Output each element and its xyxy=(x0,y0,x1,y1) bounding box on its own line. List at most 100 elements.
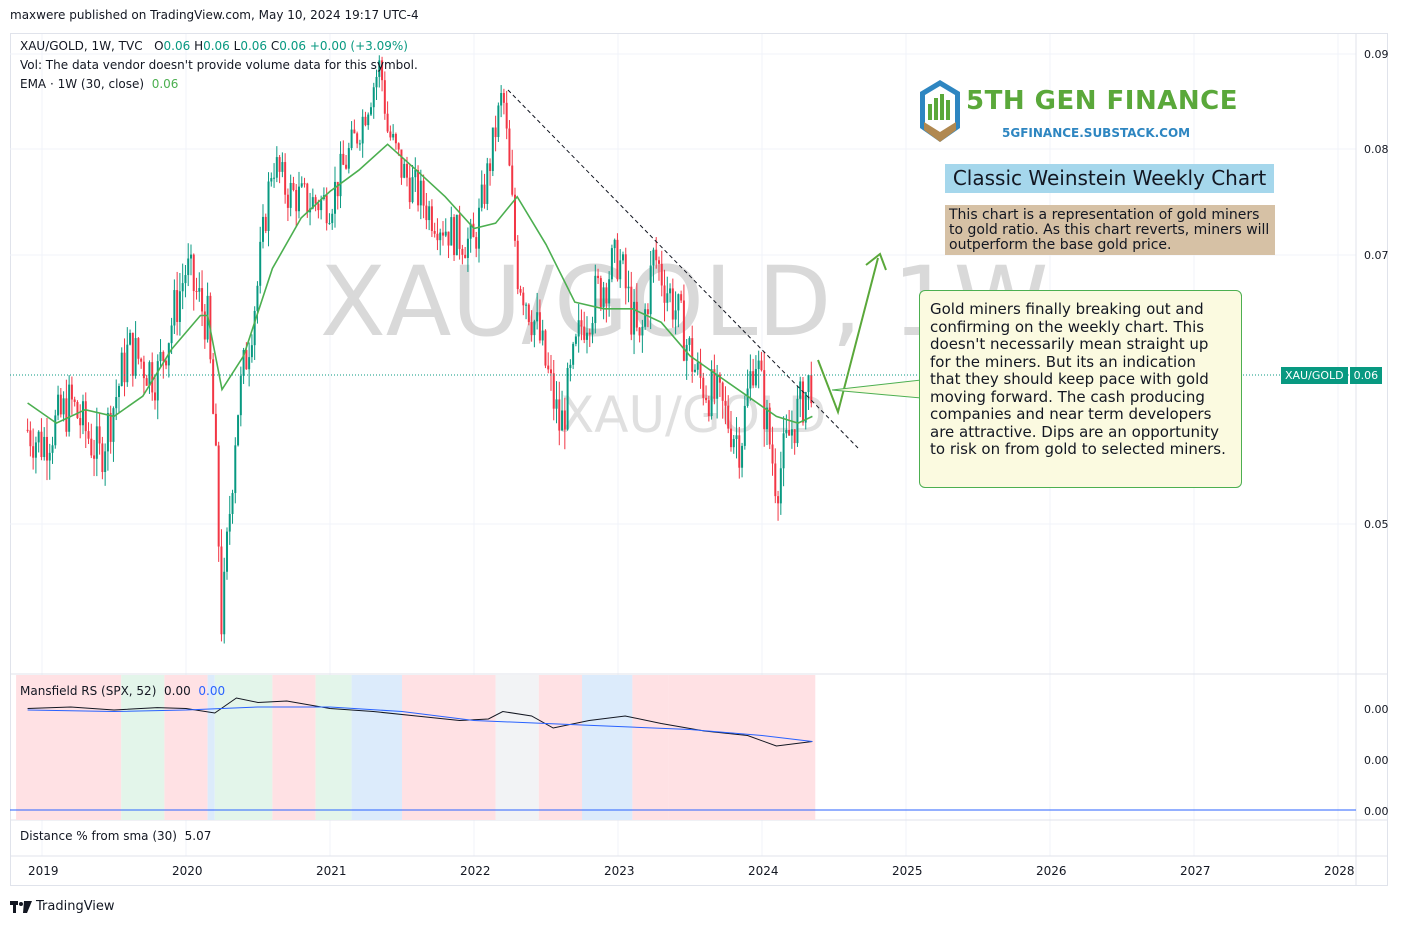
candle-body xyxy=(153,392,156,401)
tradingview-footer[interactable]: TradingView xyxy=(10,899,115,914)
candle-body xyxy=(223,571,226,635)
description-box[interactable]: This chart is a representation of gold m… xyxy=(945,205,1275,255)
candle-body xyxy=(73,399,76,402)
candle-body xyxy=(214,413,217,446)
candle-body xyxy=(754,369,757,386)
candle-body xyxy=(572,343,575,365)
rs-band-1 xyxy=(121,675,165,820)
breakout-arrow-head xyxy=(865,252,887,271)
candle-body xyxy=(729,428,732,448)
candle-body xyxy=(633,301,636,335)
distance-value: 5.07 xyxy=(184,829,212,843)
candle-body xyxy=(347,148,350,169)
candle-body xyxy=(117,385,120,398)
candle-body xyxy=(176,290,179,322)
candle-body xyxy=(585,332,588,340)
candle-body xyxy=(225,531,228,572)
candle-body xyxy=(156,361,159,401)
price-tick-009: 0.09 xyxy=(1364,48,1389,61)
candle-body xyxy=(414,170,417,178)
candle-body xyxy=(369,107,372,115)
candle-body xyxy=(95,426,98,459)
candle-body xyxy=(389,131,392,138)
candle-body xyxy=(392,133,395,138)
candle-body xyxy=(458,214,461,249)
candle-body xyxy=(608,279,611,304)
time-axis: 2019 2020 2021 2022 2023 2024 2025 2026 2027 2028 xyxy=(28,864,1355,878)
legend-open: 0.06 xyxy=(163,39,191,53)
candle-body xyxy=(129,332,132,345)
legend-symbol[interactable]: XAU/GOLD, 1W, TVC xyxy=(20,39,143,53)
candle-body xyxy=(738,435,741,468)
candle-body xyxy=(616,239,619,280)
candle-body xyxy=(552,373,555,409)
candle-body xyxy=(201,288,204,312)
candle-body xyxy=(807,375,810,393)
year-label-2024: 2024 xyxy=(748,864,779,878)
rs-band-7 xyxy=(351,675,402,820)
rs-tick-1: 0.00 xyxy=(1364,703,1389,716)
candle-body xyxy=(261,216,264,242)
candle-body xyxy=(757,360,760,370)
candle-body xyxy=(397,143,400,150)
candle-body xyxy=(621,254,624,261)
candle-body xyxy=(159,351,162,362)
candle-body xyxy=(242,350,245,376)
candle-body xyxy=(505,102,508,129)
badge-value: 0.06 xyxy=(1349,367,1383,384)
candle-body xyxy=(561,410,564,431)
candle-body xyxy=(605,287,608,304)
candle-body xyxy=(718,374,721,383)
ema-legend[interactable]: EMA · 1W (30, close) 0.06 xyxy=(20,77,178,91)
candle-body xyxy=(120,352,123,386)
candle-body xyxy=(602,287,605,308)
candle-body xyxy=(768,407,771,445)
rs-band-10 xyxy=(538,675,582,820)
candle-body xyxy=(785,429,788,434)
candle-body xyxy=(480,184,483,208)
mansfield-rs-ma xyxy=(27,706,813,742)
candle-body xyxy=(705,397,708,401)
candle-body xyxy=(45,436,48,461)
candle-body xyxy=(680,294,683,301)
candle-body xyxy=(286,194,289,208)
candle-body xyxy=(237,415,240,446)
candle-body xyxy=(627,286,630,289)
chart-title-box[interactable]: Classic Weinstein Weekly Chart xyxy=(945,164,1274,193)
candle-body xyxy=(403,163,406,178)
candle-body xyxy=(98,426,101,444)
candle-body xyxy=(173,290,176,326)
publisher-info: maxwere published on TradingView.com, Ma… xyxy=(10,8,419,22)
callout-box[interactable]: Gold miners finally breaking out and con… xyxy=(919,290,1242,488)
candle-body xyxy=(381,60,384,81)
candle-body xyxy=(189,254,192,259)
candle-body xyxy=(447,231,450,246)
rs-band-9 xyxy=(495,675,539,820)
candle-body xyxy=(372,87,375,108)
rs-band-11 xyxy=(582,675,633,820)
candle-body xyxy=(657,260,660,264)
candle-body xyxy=(339,153,342,197)
candle-body xyxy=(577,320,580,337)
candle-body xyxy=(433,231,436,234)
candle-body xyxy=(148,362,151,386)
candle-body xyxy=(646,309,649,315)
candle-body xyxy=(655,249,658,261)
candle-body xyxy=(801,381,804,423)
candle-body xyxy=(741,445,744,468)
mansfield-legend[interactable]: Mansfield RS (SPX, 52) 0.00 0.00 xyxy=(20,684,225,698)
year-label-2026: 2026 xyxy=(1036,864,1067,878)
breakout-arrow[interactable] xyxy=(817,257,879,416)
candle-body xyxy=(37,431,40,443)
candle-body xyxy=(597,275,600,279)
candle-body xyxy=(716,374,719,399)
distance-legend[interactable]: Distance % from sma (30) 5.07 xyxy=(20,829,211,843)
candle-body xyxy=(270,178,273,182)
candle-body xyxy=(187,258,190,276)
candle-body xyxy=(43,436,46,458)
candle-body xyxy=(264,216,267,231)
candle-body xyxy=(378,60,381,77)
candle-body xyxy=(68,384,71,432)
tradingview-label: TradingView xyxy=(36,899,115,914)
